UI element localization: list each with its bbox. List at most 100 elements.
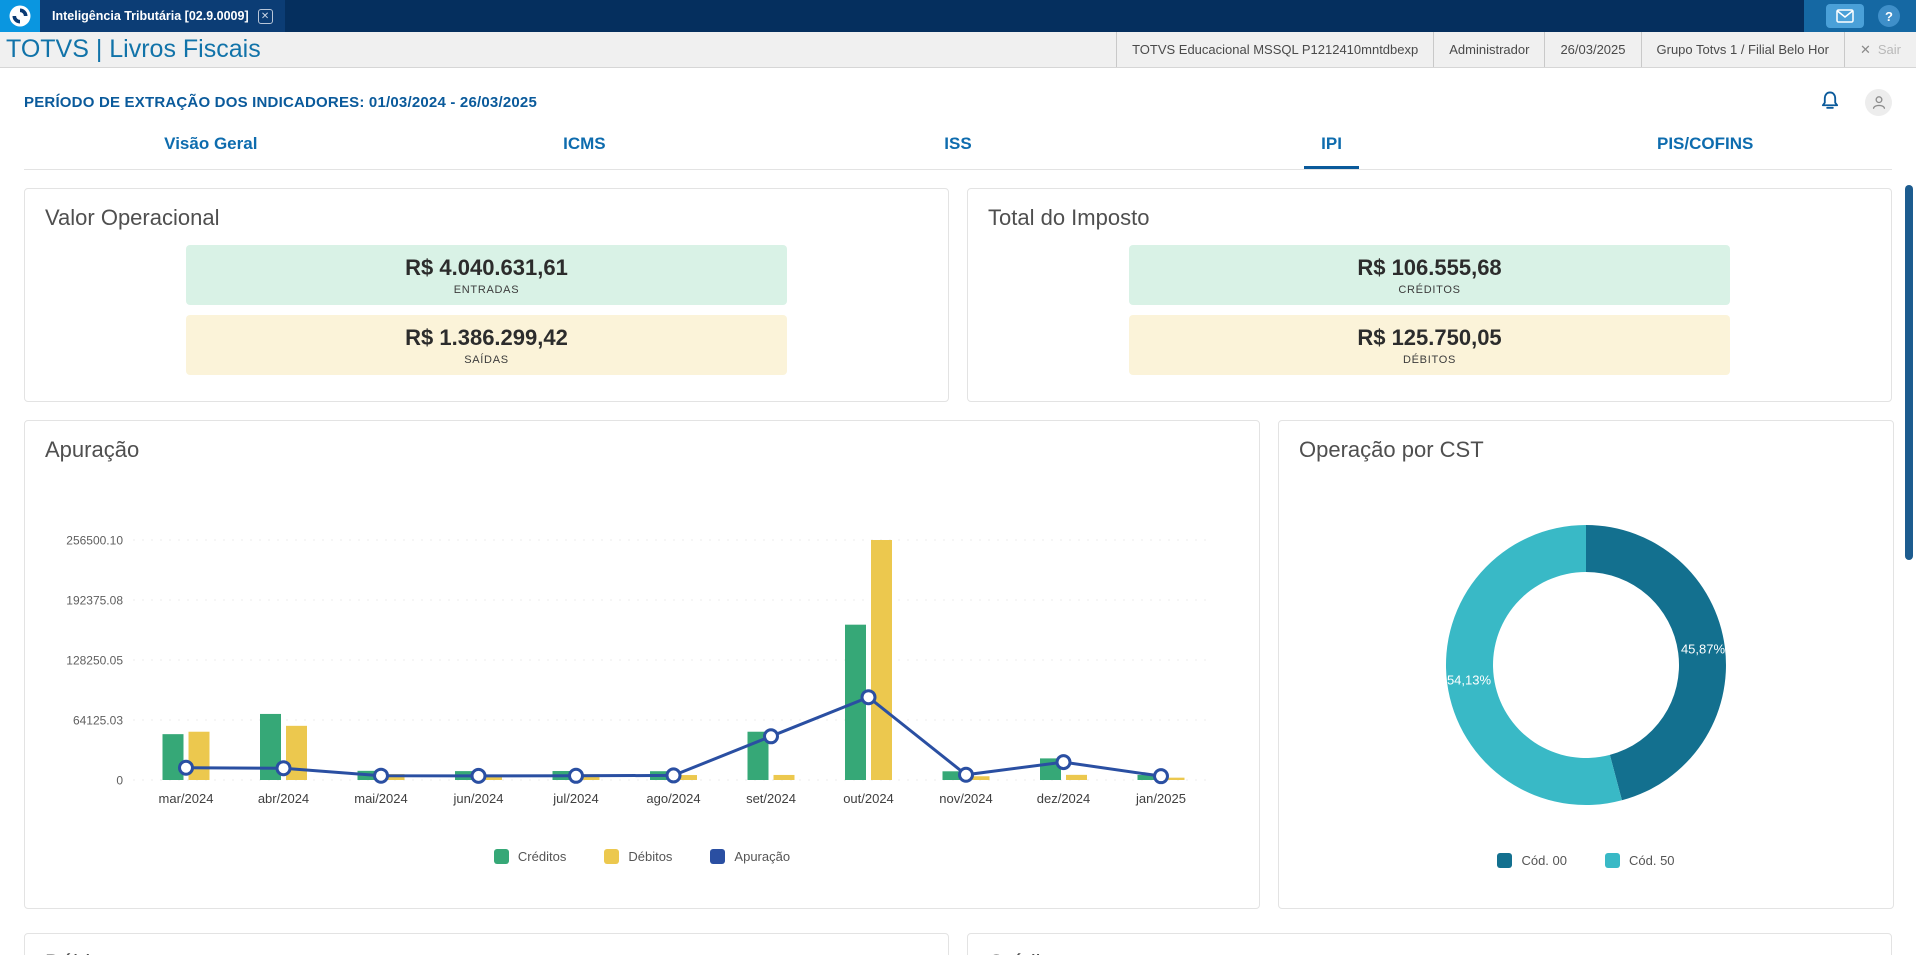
logout-x-icon: ✕ [1859,41,1871,57]
legend-swatch-icon [1497,853,1513,868]
app-header: TOTVS | Livros Fiscais TOTVS Educacional… [0,32,1916,68]
card-title: Créditos [988,950,1070,955]
card-debitos: Débitos ABRIR NO SMARTVIEW [24,933,949,955]
topbar-actions: ? [1804,0,1916,32]
window-tab-title: Inteligência Tributária [02.9.0009] [52,9,249,23]
legend-label: Apuração [734,849,791,864]
svg-text:256500.10: 256500.10 [66,534,123,548]
app-title: TOTVS | Livros Fiscais [6,35,261,63]
card-title: Apuração [45,437,140,462]
card-head: Créditos ABRIR NO SMARTVIEW [988,950,1871,955]
legend-swatch-icon [604,849,620,864]
legend-item: Cód. 00 [1497,853,1567,868]
value-boxes: R$ 106.555,68 CRÉDITOS R$ 125.750,05 DÉB… [1129,245,1730,375]
card-valor-operacional: Valor Operacional R$ 4.040.631,61 ENTRAD… [24,188,949,402]
entradas-value: R$ 4.040.631,61 [405,254,568,280]
card-title: Valor Operacional [45,205,220,230]
card-head: Débitos ABRIR NO SMARTVIEW [45,950,928,955]
legend-item: Créditos [493,849,567,864]
svg-text:jun/2024: jun/2024 [453,791,504,806]
legend-item: Apuração [710,849,790,864]
cst-legend: Cód. 00 Cód. 50 [1299,853,1873,868]
debitos-value: R$ 125.750,05 [1357,324,1502,350]
period-row: PERÍODO DE EXTRAÇÃO DOS INDICADORES: 01/… [24,68,1892,116]
debitos-box: R$ 125.750,05 DÉBITOS [1129,315,1730,375]
charts-row: Apuração 0 64125.03 128250.05 192375.08 2565… [24,420,1894,909]
tab-iss[interactable]: ISS [944,134,972,153]
svg-text:abr/2024: abr/2024 [258,791,309,806]
legend-swatch-icon [493,849,509,864]
entradas-label: ENTRADAS [453,283,520,296]
legend-label: Débitos [628,849,673,864]
legend-swatch-icon [710,849,726,864]
svg-text:mai/2024: mai/2024 [354,791,407,806]
mail-icon [1836,9,1854,23]
dashboard: PERÍODO DE EXTRAÇÃO DOS INDICADORES: 01/… [0,68,1916,955]
svg-text:nov/2024: nov/2024 [939,791,993,806]
svg-text:64125.03: 64125.03 [73,714,123,728]
detail-row: Débitos ABRIR NO SMARTVIEW Créditos [24,933,1892,955]
card-title: Operação por CST [1299,437,1484,462]
card-title: Total do Imposto [988,205,1150,230]
date-label: 26/03/2025 [1544,32,1640,67]
notifications-bell-icon[interactable] [1817,89,1843,115]
debitos-label: DÉBITOS [1403,353,1456,366]
svg-text:ago/2024: ago/2024 [646,791,700,806]
user-avatar[interactable] [1865,88,1892,116]
svg-text:dez/2024: dez/2024 [1037,791,1091,806]
apuracao-chart-svg: 0 64125.03 128250.05 192375.08 256500.10 mar/… [66,534,1210,806]
svg-text:mar/2024: mar/2024 [159,791,214,806]
svg-text:45,87%: 45,87% [1681,642,1726,657]
totvs-menu-button[interactable] [0,0,40,32]
user-label: Administrador [1433,32,1544,67]
summary-row: Valor Operacional R$ 4.040.631,61 ENTRAD… [24,188,1892,402]
saidas-label: SAÍDAS [464,353,509,366]
svg-text:192375.08: 192375.08 [66,594,123,608]
legend-item: Débitos [604,849,672,864]
value-boxes: R$ 4.040.631,61 ENTRADAS R$ 1.386.299,42… [186,245,787,375]
help-button[interactable]: ? [1878,5,1900,27]
legend-swatch-icon [1605,853,1620,868]
session-bar: TOTVS Educacional MSSQL P1212410mntdbexp… [1116,32,1916,67]
creditos-value: R$ 106.555,68 [1357,254,1502,280]
creditos-box: R$ 106.555,68 CRÉDITOS [1129,245,1730,305]
environment-label: TOTVS Educacional MSSQL P1212410mntdbexp [1116,32,1433,67]
logout-label: Sair [1877,42,1901,57]
card-creditos: Créditos ABRIR NO SMARTVIEW [967,933,1892,955]
legend-label: Cód. 50 [1629,853,1675,868]
period-label: PERÍODO DE EXTRAÇÃO DOS INDICADORES: 01/… [24,93,538,111]
tab-ipi[interactable]: IPI [1145,128,1519,169]
creditos-label: CRÉDITOS [1398,283,1461,296]
branch-label[interactable]: Grupo Totvs 1 / Filial Belo Hor [1640,32,1844,67]
window-tab[interactable]: Inteligência Tributária [02.9.0009] ✕ [40,0,285,32]
tab-visao-geral[interactable]: Visão Geral [164,134,258,153]
svg-text:jul/2024: jul/2024 [552,791,599,806]
card-operacao-cst: Operação por CST 45,87% 54,13% Cód. 00 Cód… [1278,420,1894,909]
cst-donut-svg: 45,87% 54,13% [1445,525,1726,805]
window-titlebar: Inteligência Tributária [02.9.0009] ✕ ? [0,0,1916,32]
apuracao-legend: Créditos Débitos Apuração [45,849,1239,864]
legend-label: Créditos [517,849,567,864]
svg-text:set/2024: set/2024 [746,791,796,806]
saidas-value: R$ 1.386.299,42 [405,324,568,350]
legend-label: Cód. 00 [1521,853,1567,868]
svg-text:out/2024: out/2024 [843,791,894,806]
mail-button[interactable] [1826,4,1864,28]
svg-text:jan/2025: jan/2025 [1135,791,1186,806]
legend-item: Cód. 50 [1605,853,1675,868]
saidas-box: R$ 1.386.299,42 SAÍDAS [186,315,787,375]
tab-bar: Visão Geral ICMS ISS IPI PIS/COFINS [24,128,1892,170]
close-icon[interactable]: ✕ [257,8,273,24]
tab-icms[interactable]: ICMS [563,134,606,153]
entradas-box: R$ 4.040.631,61 ENTRADAS [186,245,787,305]
logout-button[interactable]: ✕ Sair [1843,32,1916,67]
vertical-scrollbar-thumb[interactable] [1905,185,1913,560]
totvs-logo-icon [9,5,31,27]
tab-pis-cofins[interactable]: PIS/COFINS [1656,134,1754,153]
card-title: Débitos [45,950,120,955]
person-icon [1872,96,1885,109]
svg-text:128250.05: 128250.05 [66,654,123,668]
card-apuracao: Apuração 0 64125.03 128250.05 192375.08 2565… [24,420,1260,909]
svg-text:0: 0 [116,774,123,788]
